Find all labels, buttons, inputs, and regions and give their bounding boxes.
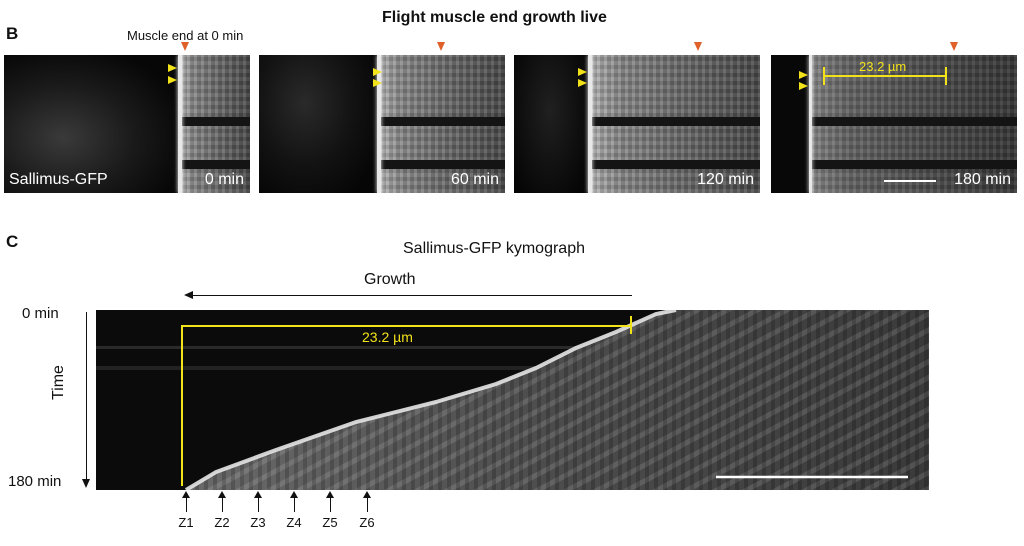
yellow-arrowhead bbox=[799, 82, 808, 90]
time-axis-line bbox=[86, 312, 87, 479]
kymograph-image: 23.2 µm bbox=[96, 310, 929, 490]
kymograph-drawing bbox=[96, 310, 929, 490]
z-label: Z4 bbox=[286, 515, 302, 530]
orange-marker-180 bbox=[950, 42, 958, 51]
frame-120-min: 120 min bbox=[514, 55, 760, 193]
frame-time-label: 60 min bbox=[450, 171, 499, 188]
z-label: Z5 bbox=[322, 515, 338, 530]
yellow-arrowhead bbox=[168, 64, 177, 72]
orange-marker-0 bbox=[181, 42, 189, 51]
panel-c-letter: C bbox=[6, 232, 19, 251]
yellow-arrowhead bbox=[373, 68, 382, 76]
yellow-arrowhead bbox=[578, 79, 587, 87]
kymograph-measurement-label: 23.2 µm bbox=[362, 329, 413, 345]
z6-arrow bbox=[363, 491, 371, 512]
scale-bar bbox=[884, 180, 936, 182]
yellow-arrowhead bbox=[168, 76, 177, 84]
orange-marker-60 bbox=[437, 42, 445, 51]
measurement-bar-tick-right bbox=[945, 67, 947, 85]
time-end-label: 180 min bbox=[8, 473, 62, 490]
muscle-end-annotation: Muscle end at 0 min bbox=[127, 28, 244, 43]
frame-60-min: 60 min bbox=[259, 55, 505, 193]
measurement-bar bbox=[823, 75, 947, 77]
measurement-bar-tick-left bbox=[823, 67, 825, 85]
kymograph-title: Sallimus-GFP kymograph bbox=[403, 240, 585, 257]
z4-arrow bbox=[290, 491, 298, 512]
yellow-arrowhead bbox=[373, 79, 382, 87]
figure-title: Flight muscle end growth live bbox=[382, 9, 607, 26]
z-label: Z2 bbox=[214, 515, 230, 530]
z1-arrow bbox=[182, 491, 190, 512]
z3-arrow bbox=[254, 491, 262, 512]
frame-time-label: 0 min bbox=[204, 171, 244, 188]
frame-0-min: Sallimus-GFP 0 min bbox=[4, 55, 250, 193]
time-start-label: 0 min bbox=[22, 305, 59, 322]
yellow-arrowhead bbox=[799, 71, 808, 79]
z-label: Z1 bbox=[178, 515, 194, 530]
measurement-label: 23.2 µm bbox=[859, 59, 907, 74]
frame-time-label: 180 min bbox=[954, 171, 1011, 188]
z-label: Z3 bbox=[250, 515, 266, 530]
frame-time-label: 120 min bbox=[697, 171, 754, 188]
growth-arrow bbox=[192, 295, 632, 296]
sallimus-gfp-label: Sallimus-GFP bbox=[9, 171, 108, 188]
frame-180-min: 23.2 µm 180 min bbox=[771, 55, 1017, 193]
z2-arrow bbox=[218, 491, 226, 512]
z-label: Z6 bbox=[359, 515, 375, 530]
orange-marker-120 bbox=[694, 42, 702, 51]
yellow-arrowhead bbox=[578, 68, 587, 76]
time-axis-label: Time bbox=[50, 365, 67, 400]
z5-arrow bbox=[326, 491, 334, 512]
panel-b-letter: B bbox=[6, 24, 19, 43]
growth-arrowhead bbox=[184, 291, 193, 299]
growth-label: Growth bbox=[364, 271, 416, 288]
time-axis-arrowhead bbox=[82, 479, 90, 488]
